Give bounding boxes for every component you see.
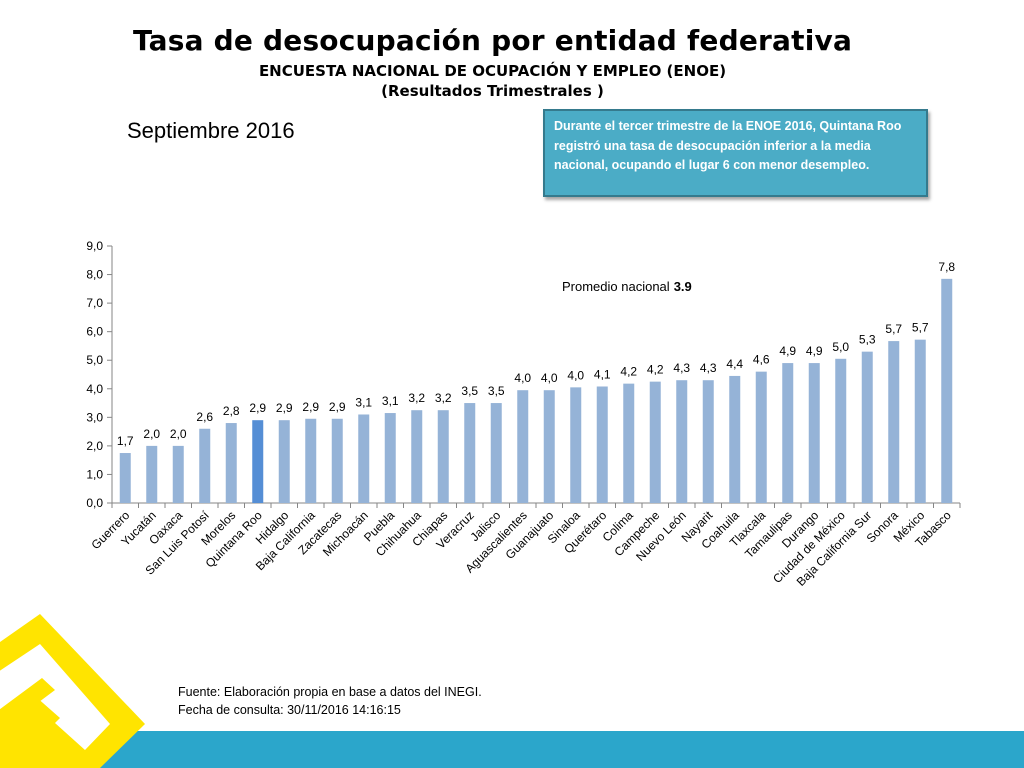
bar-value-label: 5,3 bbox=[859, 333, 876, 347]
bar-value-label: 3,2 bbox=[408, 391, 425, 405]
bar-value-label: 7,8 bbox=[938, 260, 955, 274]
bar bbox=[172, 445, 184, 503]
bar bbox=[941, 278, 953, 503]
bar-value-label: 4,9 bbox=[806, 344, 823, 358]
page-subtitle-results: (Resultados Trimestrales ) bbox=[381, 82, 604, 100]
bar bbox=[119, 453, 131, 503]
y-tick-label: 5,0 bbox=[86, 353, 103, 367]
bar bbox=[331, 418, 343, 503]
bar-value-label: 2,6 bbox=[196, 410, 213, 424]
bar bbox=[384, 413, 396, 503]
bar-value-label: 2,9 bbox=[302, 400, 319, 414]
bar-value-label: 3,1 bbox=[355, 395, 372, 409]
bar bbox=[755, 371, 767, 503]
national-average-prefix: Promedio nacional bbox=[562, 279, 670, 294]
bar-value-label: 4,2 bbox=[620, 365, 637, 379]
bar-value-label: 2,9 bbox=[329, 400, 346, 414]
bar-value-label: 5,0 bbox=[832, 340, 849, 354]
bar bbox=[358, 414, 370, 503]
y-tick-label: 3,0 bbox=[86, 410, 103, 424]
page-title: Tasa de desocupación por entidad federat… bbox=[132, 24, 853, 57]
bar-value-label: 4,2 bbox=[647, 363, 664, 377]
bar bbox=[782, 363, 794, 503]
bar bbox=[225, 423, 237, 503]
bar bbox=[914, 339, 926, 503]
bar bbox=[623, 383, 635, 503]
bar-value-label: 2,0 bbox=[170, 427, 187, 441]
y-tick-label: 6,0 bbox=[86, 325, 103, 339]
bar-value-label: 3,1 bbox=[382, 394, 399, 408]
bar-value-label: 4,6 bbox=[753, 353, 770, 367]
bar bbox=[464, 403, 476, 503]
y-tick-label: 8,0 bbox=[86, 268, 103, 282]
bottom-band bbox=[0, 731, 1024, 768]
bar-value-label: 3,5 bbox=[488, 384, 505, 398]
bar-value-label: 4,1 bbox=[594, 367, 611, 381]
y-tick-label: 2,0 bbox=[86, 439, 103, 453]
bar-value-label: 4,3 bbox=[700, 361, 717, 375]
source-note: Fuente: Elaboración propia en base a dat… bbox=[178, 685, 482, 699]
query-date: Fecha de consulta: 30/11/2016 14:16:15 bbox=[178, 703, 401, 717]
bar-value-label: 3,5 bbox=[461, 384, 478, 398]
data-labels: 1,7 2,0 2,0 2,6 2,8 2,9 2,9 2,9 2,9 3,1 3,1 3,2 3,2 3… bbox=[117, 260, 956, 448]
bar bbox=[835, 358, 847, 503]
bar bbox=[596, 386, 608, 503]
bar bbox=[278, 420, 290, 503]
bar bbox=[649, 381, 661, 503]
bar bbox=[199, 428, 211, 503]
bar-value-label: 4,3 bbox=[673, 361, 690, 375]
bar-value-label: 2,8 bbox=[223, 404, 240, 418]
bar bbox=[888, 341, 900, 503]
footer: Fuente: Elaboración propia en base a dat… bbox=[178, 683, 482, 719]
bar-value-label: 1,7 bbox=[117, 434, 134, 448]
bar bbox=[490, 403, 502, 503]
bar bbox=[702, 380, 714, 503]
y-axis: 0,0 1,0 2,0 3,0 4,0 5,0 6,0 7,0 8,0 9,0 bbox=[86, 239, 961, 510]
bar bbox=[676, 380, 688, 503]
bar-value-label: 2,0 bbox=[143, 427, 160, 441]
bar bbox=[861, 351, 873, 503]
y-tick-label: 0,0 bbox=[86, 496, 103, 510]
bar-value-label: 5,7 bbox=[912, 321, 929, 335]
bar-value-label: 4,0 bbox=[541, 371, 558, 385]
bar bbox=[808, 363, 820, 503]
y-tick-label: 1,0 bbox=[86, 467, 103, 481]
y-tick-label: 9,0 bbox=[86, 239, 103, 253]
bar bbox=[543, 390, 555, 503]
national-average-value: 3.9 bbox=[674, 279, 692, 294]
bar bbox=[146, 445, 158, 503]
bar bbox=[570, 387, 582, 503]
bar-value-label: 4,0 bbox=[567, 368, 584, 382]
period-label: Septiembre 2016 bbox=[127, 118, 295, 143]
note-box: Durante el tercer trimestre de la ENOE 2… bbox=[543, 109, 928, 197]
bar-value-label: 2,9 bbox=[249, 401, 266, 415]
bar-value-label: 4,4 bbox=[726, 357, 743, 371]
national-average-label: Promedio nacional 3.9 bbox=[562, 279, 692, 294]
page-subtitle: ENCUESTA NACIONAL DE OCUPACIÓN Y EMPLEO … bbox=[258, 62, 727, 80]
bars bbox=[119, 278, 953, 503]
bar-value-label: 5,7 bbox=[885, 322, 902, 336]
y-tick-label: 4,0 bbox=[86, 382, 103, 396]
bar bbox=[517, 390, 529, 503]
bar bbox=[437, 410, 449, 503]
bar-value-label: 3,2 bbox=[435, 391, 452, 405]
bar-value-label: 4,9 bbox=[779, 344, 796, 358]
bar-value-label: 2,9 bbox=[276, 401, 293, 415]
y-tick-label: 7,0 bbox=[86, 296, 103, 310]
bar bbox=[252, 420, 264, 503]
bar-value-label: 4,0 bbox=[514, 371, 531, 385]
bar bbox=[411, 410, 423, 503]
logo-icon bbox=[0, 614, 145, 768]
bar bbox=[305, 418, 317, 503]
bar bbox=[729, 375, 741, 503]
